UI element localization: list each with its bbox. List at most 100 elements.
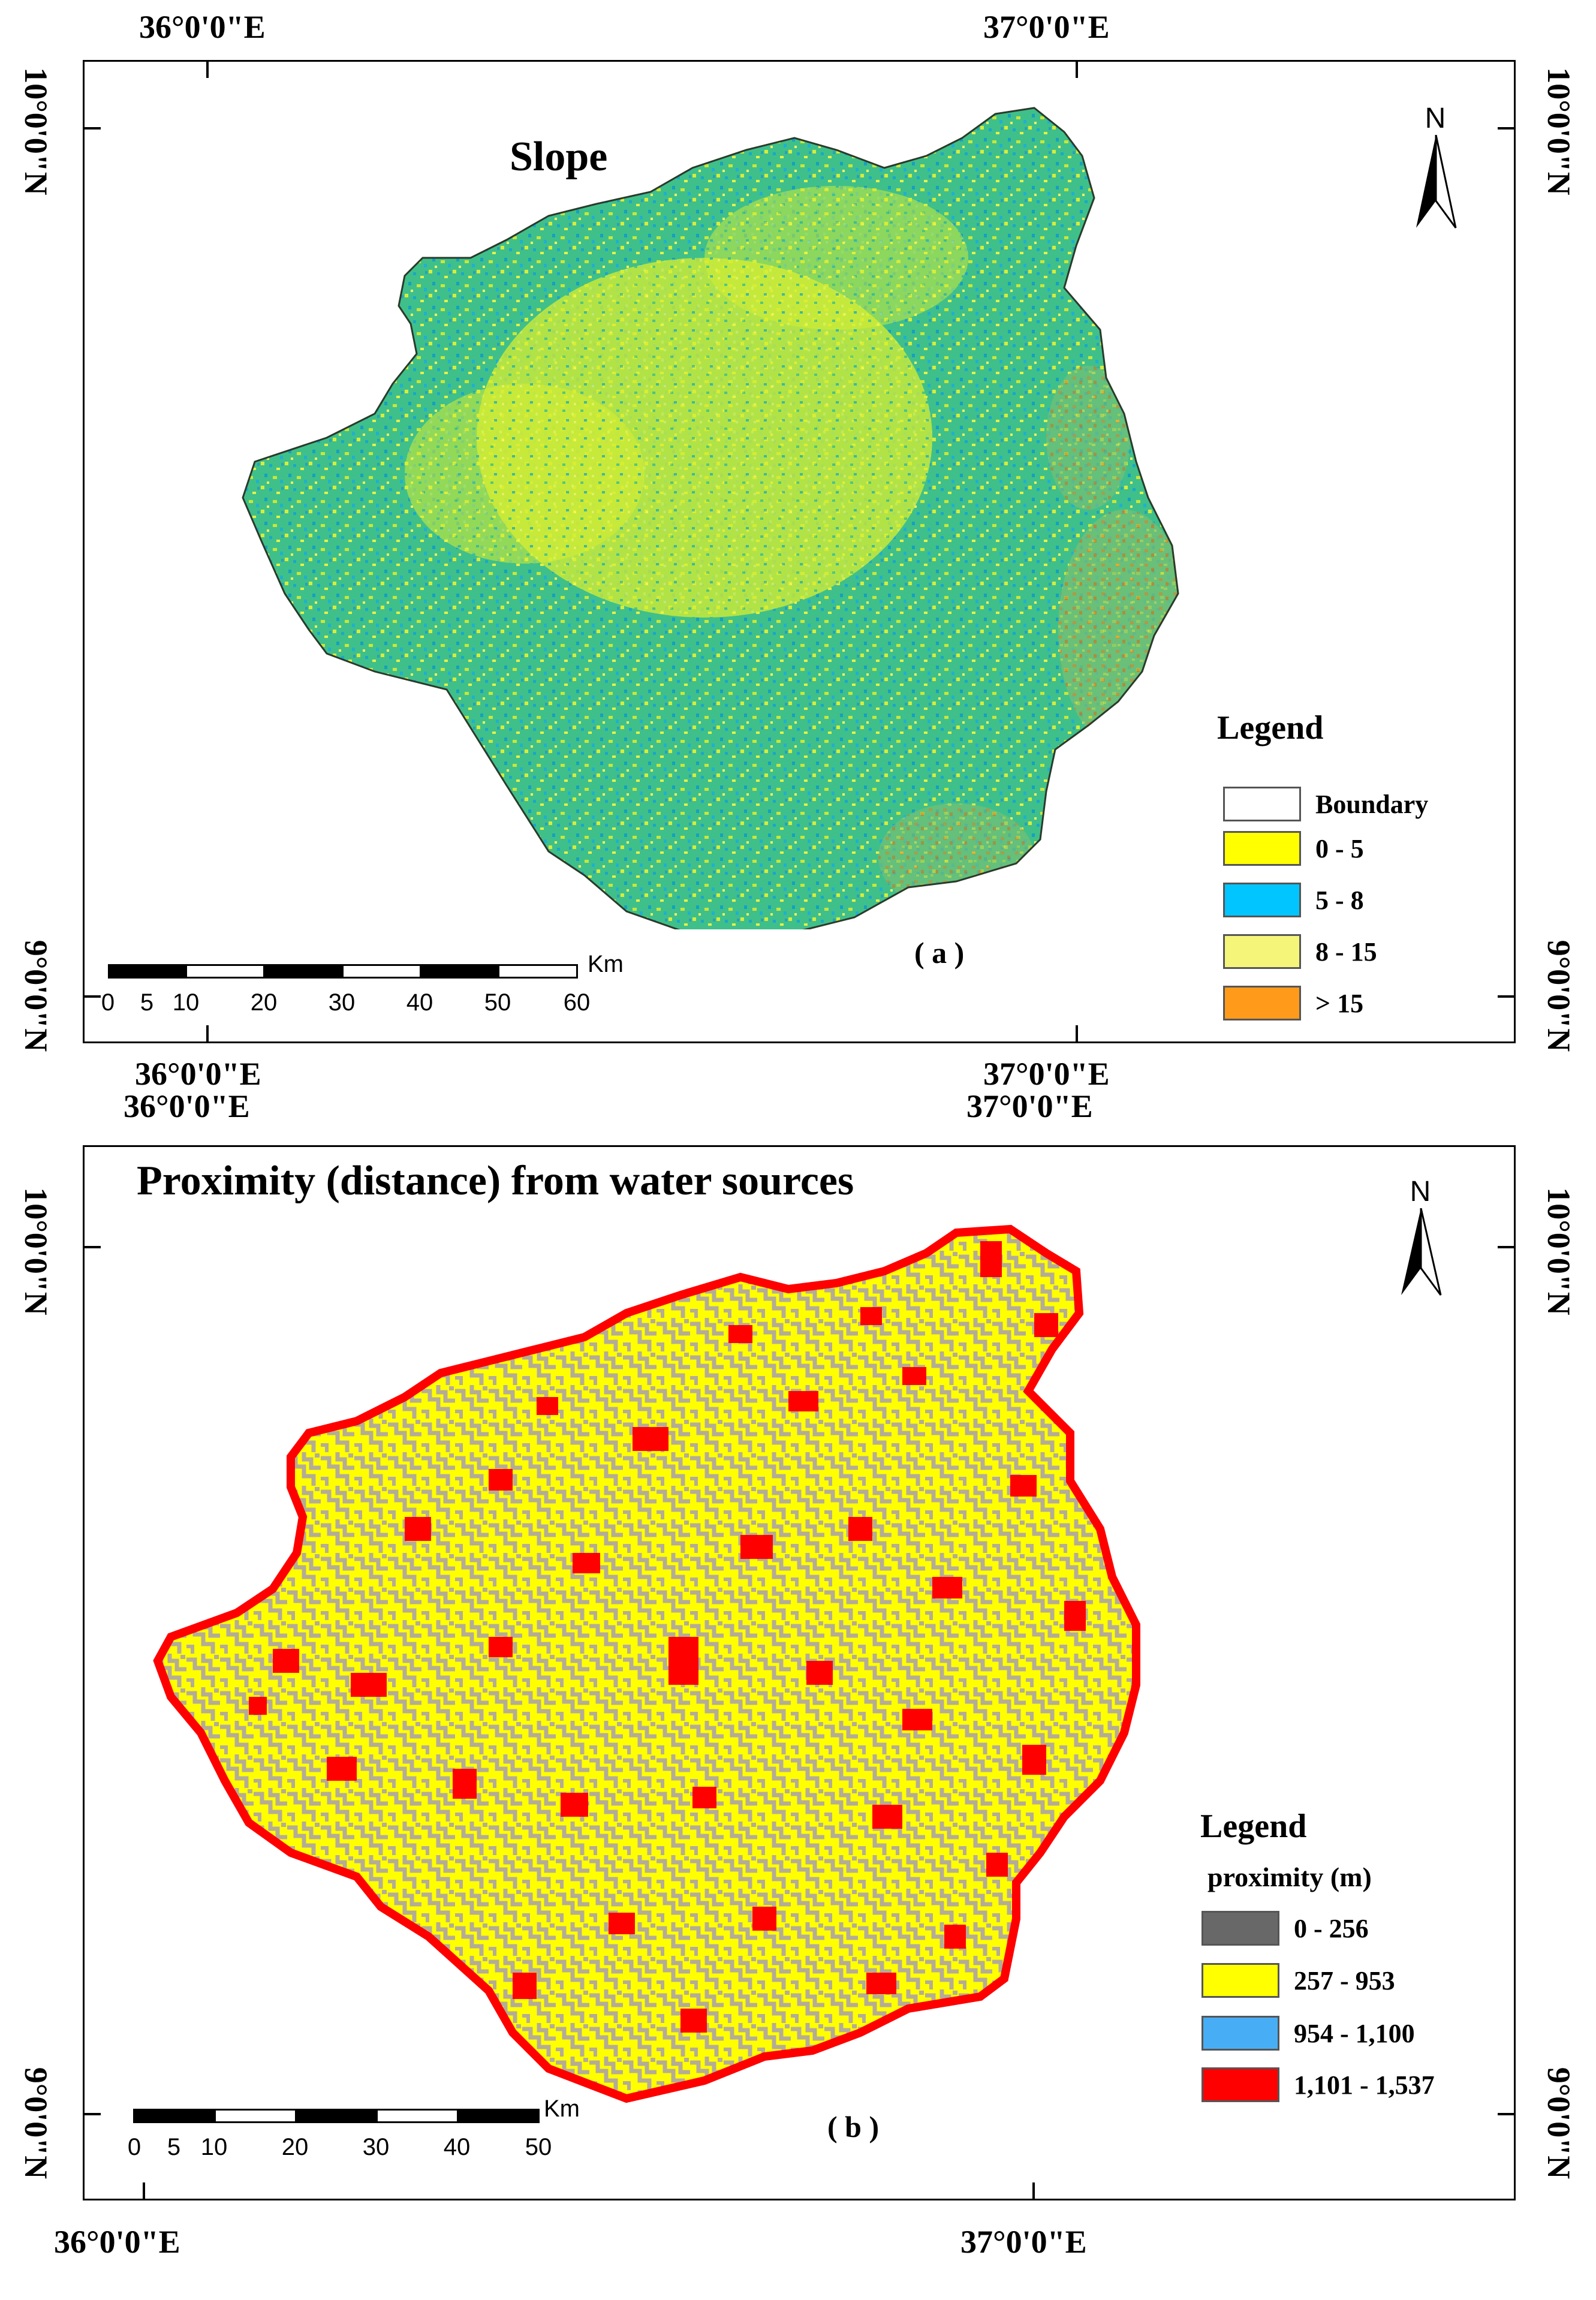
legend-item: 1,101 - 1,537 [1201,2066,1435,2103]
legend-swatch [1201,1911,1279,1946]
scale-tick-label: 10 [200,2134,228,2160]
lat-label-right-bottom: 9°0'0"N [1541,2067,1577,2179]
scale-tick-label: 20 [281,2134,309,2160]
scale-tick-label: 10 [172,989,200,1016]
scale-tick-label: 40 [443,2134,471,2160]
scale-tick-label: 60 [563,989,591,1016]
scale-tick-label: 5 [167,2134,181,2160]
tick [1498,1246,1516,1248]
tick [1076,1025,1078,1043]
tick [143,2182,145,2200]
scale-segment [133,2109,216,2123]
legend-item: 0 - 256 [1201,1910,1369,1947]
scale-tick-label: 50 [484,989,511,1016]
scale-unit: Km [588,951,624,977]
scale-segment [214,2109,297,2123]
north-letter: N [1425,103,1446,134]
lon-label-bottom-left: 36°0'0"E [54,2224,180,2260]
slope-map-panel: 36°0'0"E 37°0'0"E 10°0'0"N 9°0'0"N 10°0'… [0,0,1596,1139]
tick [83,127,101,130]
lon-label-bottom-right: 37°0'0"E [960,2224,1087,2260]
scale-segment [420,964,499,979]
legend-swatch [1201,2016,1279,2051]
legend-swatch [1223,883,1301,917]
scale-segment [263,964,344,979]
panel-label: ( b ) [827,2110,880,2144]
legend-label: 5 - 8 [1315,885,1364,915]
lon-label-bottom-left: 36°0'0"E [135,1056,261,1092]
legend-item: > 15 [1223,985,1363,1022]
legend-swatch [1223,934,1301,969]
scale-tick-label: 20 [250,989,278,1016]
legend-label: Boundary [1315,789,1429,819]
legend-item: 8 - 15 [1223,933,1377,970]
tick [83,995,101,998]
map-title: Proximity (distance) from water sources [137,1158,854,1204]
tick [83,2113,101,2115]
legend-item: 0 - 5 [1223,830,1364,867]
scale-tick-label: 0 [101,989,115,1016]
scale-segment [457,2109,540,2123]
lon-label-top-left: 36°0'0"E [139,9,266,45]
legend-label: 1,101 - 1,537 [1294,2070,1435,2100]
scale-tick-label: 50 [525,2134,552,2160]
scale-tick-label: 0 [127,2134,141,2160]
legend-swatch [1223,787,1301,821]
lon-label-top-left: 36°0'0"E [124,1088,250,1124]
legend-item: 5 - 8 [1223,881,1364,919]
scale-bar: Km 0 5 10 20 30 40 50 60 [101,951,648,1036]
legend-label: 257 - 953 [1294,1965,1395,1995]
lat-label-left-top: 10°0'0"N [18,67,54,195]
legend-title: Legend [1200,1808,1307,1845]
legend-swatch [1201,1963,1279,1998]
slope-raster-map [242,107,1179,929]
scale-tick-label: 40 [406,989,433,1016]
tick [206,60,209,78]
tick [1498,2113,1516,2115]
north-arrow-icon [1401,1208,1442,1296]
legend-label: > 15 [1315,988,1364,1018]
lon-label-top-right: 37°0'0"E [966,1088,1093,1124]
lat-label-right-top: 10°0'0"N [1541,1187,1577,1315]
scale-unit: Km [544,2096,580,2122]
proximity-raster-map [153,1217,1196,2153]
north-arrow: N [1409,102,1463,228]
tick [83,1246,101,1248]
scale-tick-label: 30 [328,989,356,1016]
legend-item: 257 - 953 [1201,1962,1395,1999]
lat-label-left-bottom: 9°0'0"N [18,2067,54,2179]
scale-tick-label: 5 [140,989,154,1016]
legend-item: 954 - 1,100 [1201,2015,1415,2052]
scale-segment [376,2109,459,2123]
lat-label-right-top: 10°0'0"N [1541,67,1577,195]
legend-title: Legend [1217,709,1324,746]
tick [206,1025,209,1043]
north-letter: N [1410,1176,1431,1208]
panel-label: ( a ) [914,936,965,970]
legend-item: Boundary [1223,785,1428,823]
legend-label: 8 - 15 [1315,937,1377,967]
scale-tick-label: 30 [362,2134,390,2160]
legend-swatch [1223,831,1301,866]
legend-label: 954 - 1,100 [1294,2018,1415,2048]
lon-label-top-right: 37°0'0"E [983,9,1110,45]
lon-label-bottom-right: 37°0'0"E [983,1056,1110,1092]
scale-segment [185,964,265,979]
legend-subtitle: proximity (m) [1207,1862,1372,1892]
tick [1032,2182,1035,2200]
scale-bar: Km 0 5 10 20 30 40 50 [128,2096,613,2181]
legend-label: 0 - 256 [1294,1913,1369,1943]
lat-label-right-bottom: 9°0'0"N [1541,940,1577,1052]
tick [1076,60,1078,78]
scale-segment [108,964,187,979]
proximity-map-panel: 36°0'0"E 37°0'0"E 10°0'0"N 9°0'0"N 10°0'… [0,1088,1596,2300]
scale-segment [295,2109,378,2123]
north-arrow-icon [1416,135,1457,228]
legend-swatch [1223,986,1301,1020]
legend-swatch [1201,2067,1279,2102]
map-title: Slope [510,134,608,180]
scale-segment [342,964,421,979]
lat-label-left-top: 10°0'0"N [18,1187,54,1315]
north-arrow: N [1394,1175,1448,1301]
tick [1498,127,1516,130]
